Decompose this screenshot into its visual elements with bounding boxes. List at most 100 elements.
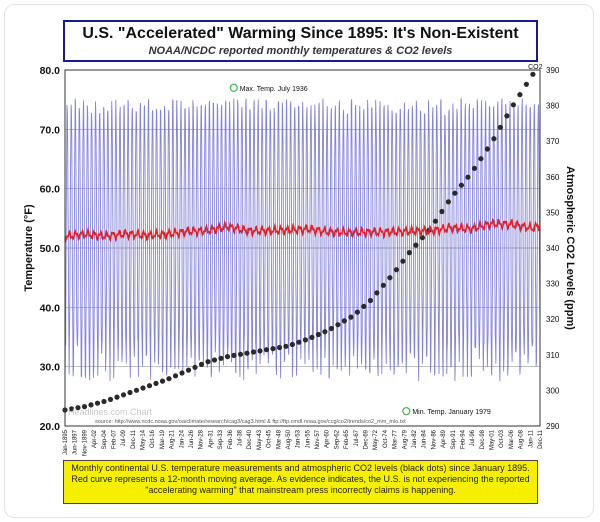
x-tick-label: Aug-08: [519, 429, 525, 449]
y2-tick-label: 300: [546, 386, 560, 395]
co2-point: [309, 334, 315, 340]
y2-tick-label: 320: [546, 315, 560, 324]
y-tick-label: 50.0: [40, 243, 61, 255]
plot-frame: [64, 69, 541, 427]
x-tick-label: May-43: [257, 429, 263, 450]
x-tick-label: Apr-02: [92, 429, 98, 448]
x-tick-label: May-01: [490, 429, 496, 450]
y2-tick-label: 290: [546, 422, 560, 431]
co2-point: [75, 405, 81, 411]
co2-point: [458, 182, 464, 188]
x-tick-label: Jan-1895: [63, 429, 69, 455]
co2-point: [380, 282, 386, 288]
annotation-marker: [229, 83, 238, 92]
x-tick-label: May-14: [141, 429, 147, 450]
co2-point: [237, 351, 244, 357]
co2-point: [140, 385, 146, 391]
y-tick-label: 40.0: [40, 302, 61, 314]
co2-point: [153, 380, 159, 386]
co2-point: [270, 346, 276, 352]
co2-point: [335, 322, 341, 328]
co2-point: [302, 337, 308, 343]
x-tick-label: Jan-53: [296, 429, 302, 448]
co2-point: [465, 174, 471, 180]
x-tick-label: Jun-1897: [73, 429, 79, 455]
co2-point: [192, 364, 198, 370]
y2-tick-label: 310: [546, 351, 560, 360]
annotation-marker: [402, 407, 411, 416]
x-tick-label: Oct-16: [150, 429, 156, 448]
x-tick-label: Mar-19: [160, 429, 166, 449]
x-tick-label: Sep-62: [334, 429, 340, 449]
x-tick-label: Jul-67: [354, 429, 360, 446]
x-tick-label: Dec-11: [131, 429, 137, 449]
x-tick-label: Apr-31: [208, 429, 214, 448]
co2-point: [517, 92, 523, 98]
co2-point: [432, 218, 438, 224]
y-tick-label: 30.0: [40, 362, 61, 374]
x-tick-label: Nov-1899: [82, 429, 88, 456]
co2-point: [393, 267, 399, 273]
co2-point: [478, 156, 484, 162]
co2-point: [328, 325, 334, 332]
y2-tick-label: 350: [546, 208, 560, 217]
co2-point: [361, 303, 367, 309]
x-tick-label: Feb-94: [460, 429, 466, 449]
co2-point: [452, 190, 458, 196]
x-tick-label: Nov-57: [315, 429, 321, 449]
co2-point: [296, 339, 302, 345]
x-tick-label: Nov-86: [431, 429, 437, 449]
x-tick-label: Oct-74: [383, 429, 389, 448]
x-tick-label: Oct-45: [267, 429, 273, 448]
y-tick-label: 80.0: [40, 65, 61, 77]
co2-point: [315, 331, 321, 338]
co2-point: [263, 347, 270, 353]
x-tick-label: Jan-24: [179, 429, 185, 448]
co2-point: [224, 354, 231, 360]
co2-point: [159, 378, 166, 384]
co2-point: [354, 309, 360, 315]
chart-subtitle: NOAA/NCDC reported monthly temperatures …: [148, 45, 453, 57]
co2-point: [127, 389, 133, 396]
co2-point: [283, 343, 289, 349]
x-tick-label: Mar-48: [276, 429, 282, 449]
y2-axis-label: Atmospheric CO2 Levels (ppm): [564, 166, 576, 330]
co2-point: [471, 165, 477, 171]
x-tick-label: Dec-69: [364, 429, 370, 449]
series-monthly-temperature: [64, 98, 541, 382]
co2-point: [211, 357, 218, 363]
co2-point: [504, 113, 510, 119]
x-tick-label: Jan-82: [412, 429, 418, 448]
y-tick-label: 70.0: [40, 124, 61, 136]
x-tick-label: Dec-11: [538, 429, 544, 449]
x-tick-label: Apr-89: [441, 429, 447, 448]
co2-point: [166, 376, 172, 382]
co2-point: [205, 359, 211, 365]
x-tick-label: Nov-28: [199, 429, 205, 449]
x-tick-label: Feb-65: [344, 429, 350, 449]
co2-point: [530, 71, 536, 77]
co2-point: [94, 400, 101, 406]
x-tick-label: Aug-79: [402, 429, 408, 449]
x-tick-label: Jul-38: [237, 429, 243, 446]
x-tick-label: Jul-09: [121, 429, 127, 446]
x-tick-label: Jan-11: [528, 429, 534, 448]
y2-tick-label: 390: [546, 66, 560, 75]
x-tick-label: Jun-84: [422, 429, 428, 448]
y2-tick-label: 340: [546, 244, 560, 253]
co2-point: [348, 314, 354, 320]
x-tick-label: Jun-26: [189, 429, 195, 448]
x-tick-label: Aug-50: [286, 429, 292, 449]
co2-point: [289, 341, 295, 348]
co2-point: [185, 367, 192, 373]
x-tick-label: Mar-77: [393, 429, 399, 449]
co2-point: [276, 344, 283, 351]
series-moving-average: [64, 217, 540, 244]
y-tick-label: 20.0: [40, 421, 61, 433]
annotation-label: Min. Temp. January 1979: [412, 409, 491, 416]
co2-point: [341, 318, 347, 324]
source-text: source: http://www.ncdc.noaa.gov/oa/clim…: [95, 419, 406, 425]
co2-point: [179, 370, 185, 376]
x-tick-label: Feb-36: [228, 429, 234, 449]
